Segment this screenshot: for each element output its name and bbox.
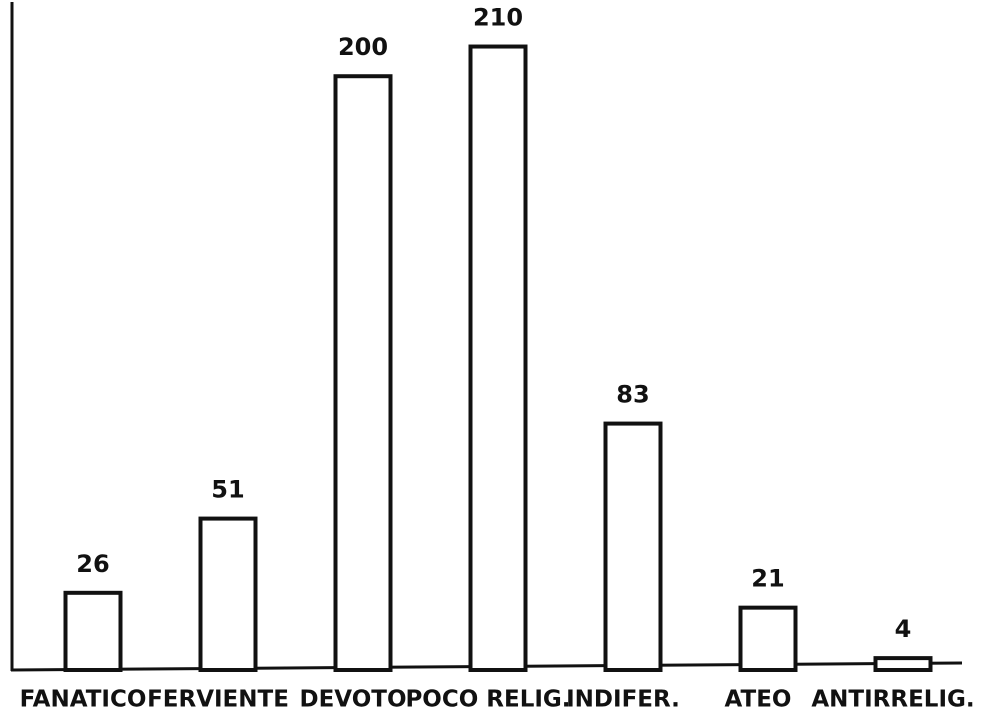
value-label: 4 <box>895 615 912 643</box>
value-label: 210 <box>473 4 523 32</box>
bar <box>468 44 528 673</box>
bar <box>333 74 393 672</box>
bar <box>198 516 258 672</box>
bar <box>873 656 933 673</box>
x-tick-label: ANTIRRELIG. <box>811 687 974 713</box>
x-tick-label: FANATICO <box>20 687 147 713</box>
x-tick-label: DEVOTO <box>300 687 407 713</box>
value-label: 26 <box>76 550 109 578</box>
bar <box>603 421 663 672</box>
value-label: 51 <box>211 476 244 504</box>
value-label: 21 <box>751 565 784 593</box>
value-label: 83 <box>616 381 649 409</box>
bar <box>738 605 798 672</box>
x-tick-label: INDIFER. <box>566 687 680 713</box>
x-tick-label: FERVIENTE <box>147 687 289 713</box>
value-label: 200 <box>338 33 388 61</box>
x-tick-label: POCO RELIG. <box>405 687 570 713</box>
x-tick-label: ATEO <box>725 687 792 713</box>
bar <box>63 590 123 673</box>
